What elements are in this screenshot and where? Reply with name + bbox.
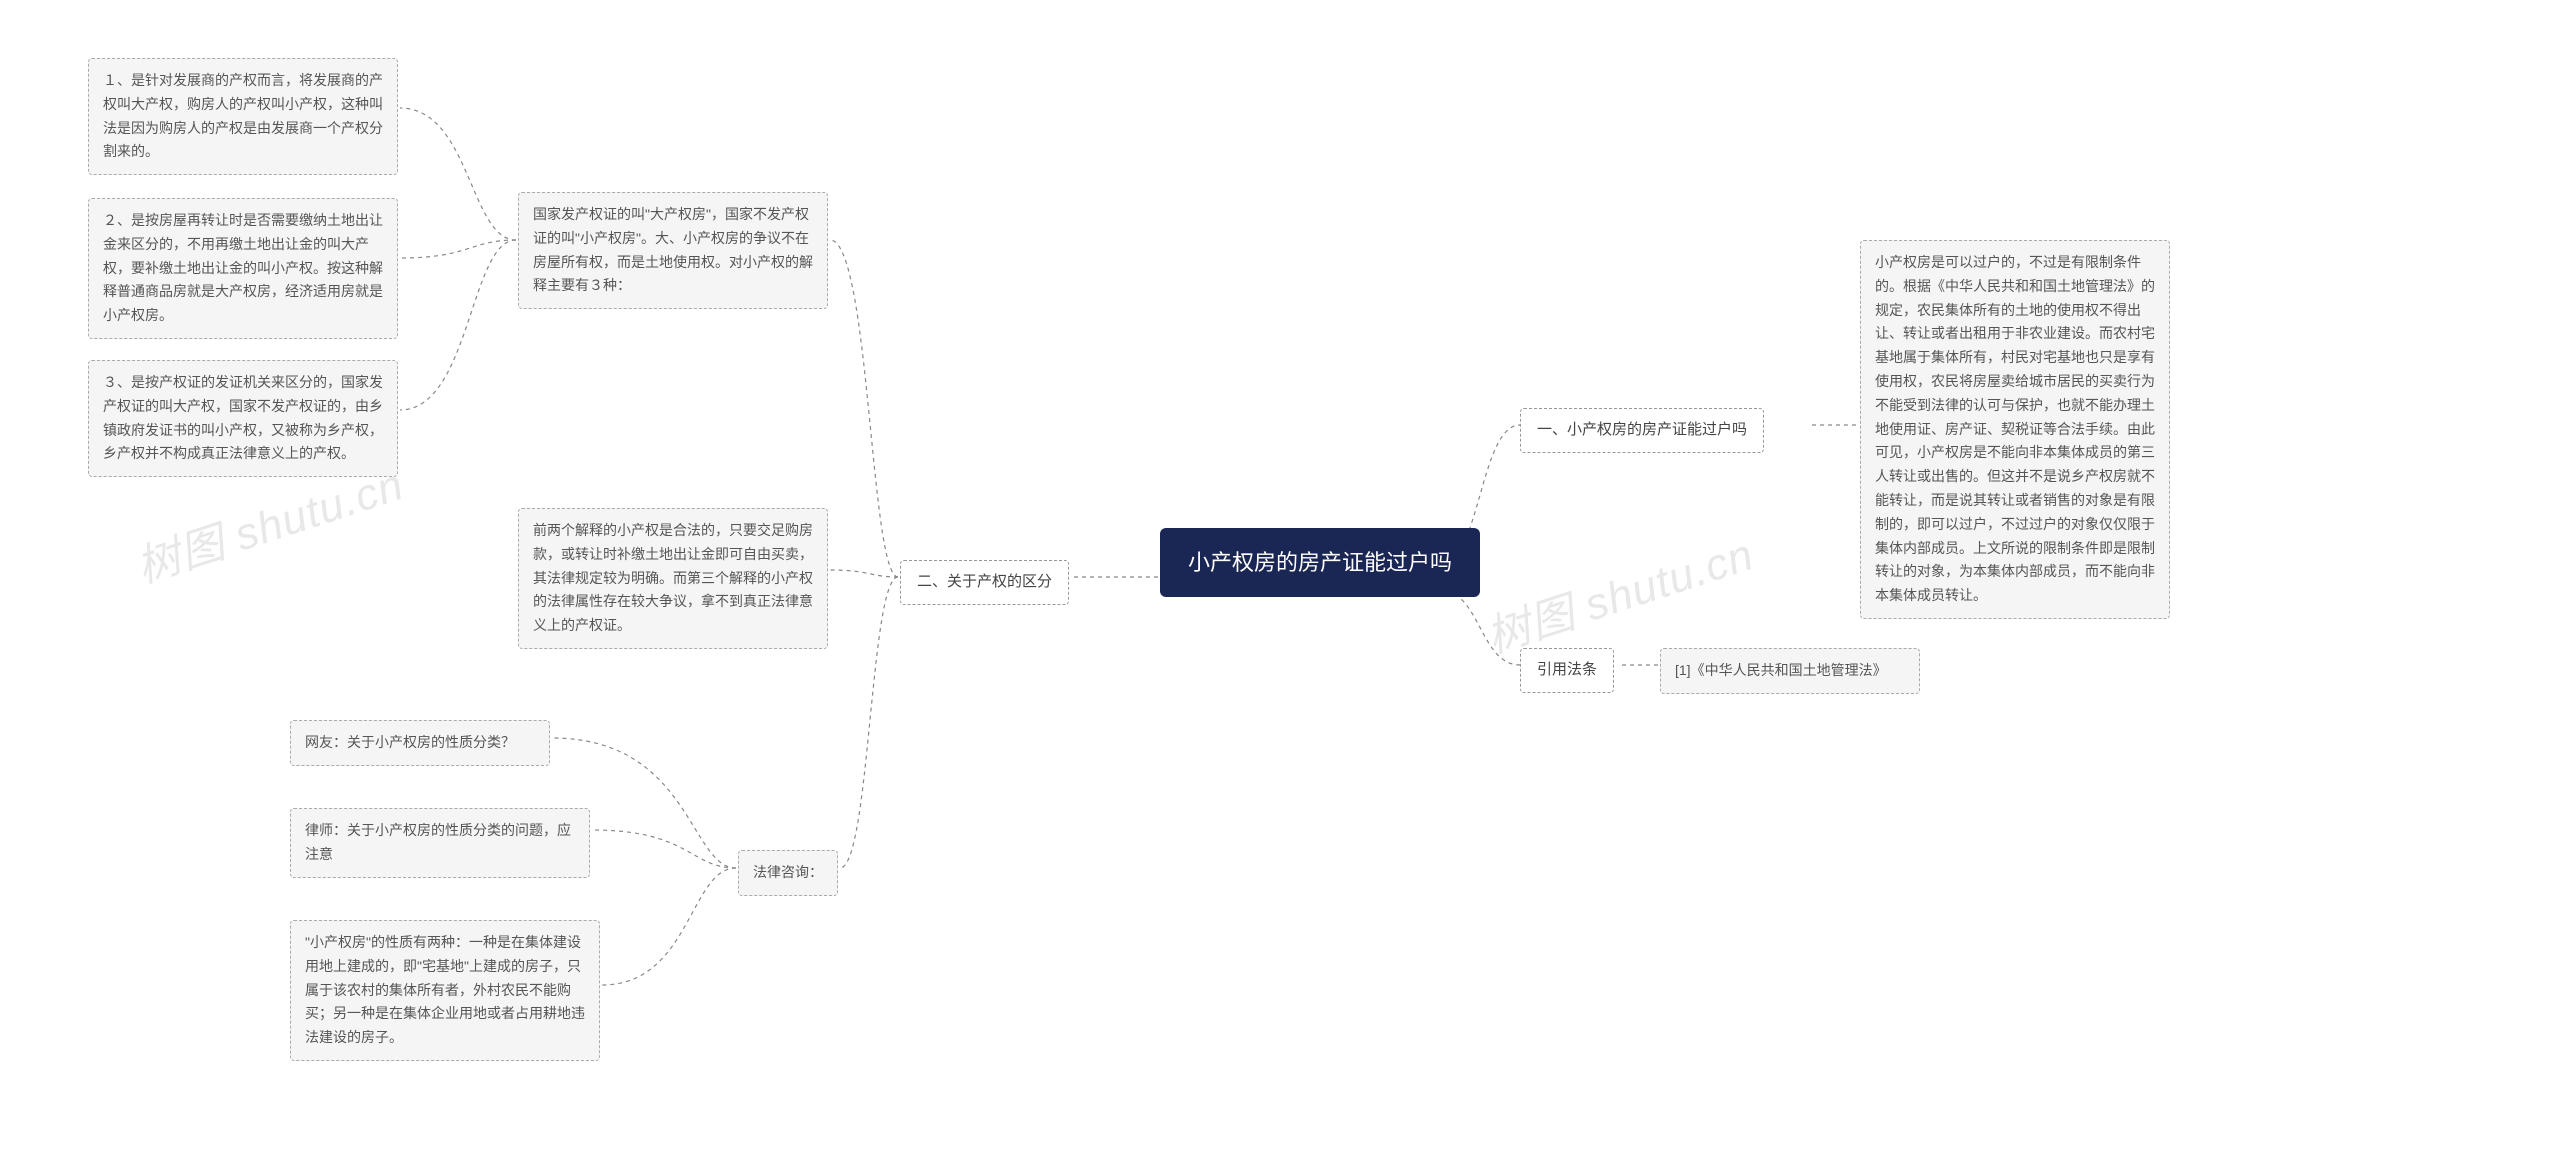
left-child-3-sub-3: "小产权房"的性质有两种：一种是在集体建设用地上建成的，即"宅基地"上建成的房子… [290,920,600,1061]
left-child-2: 前两个解释的小产权是合法的，只要交足购房款，或转让时补缴土地出让金即可自由买卖，… [518,508,828,649]
center-node: 小产权房的房产证能过户吗 [1160,528,1480,597]
left-child-3-sub-1: 网友：关于小产权房的性质分类？ [290,720,550,766]
left-child-1-sub-1: １、是针对发展商的产权而言，将发展商的产权叫大产权，购房人的产权叫小产权，这种叫… [88,58,398,175]
left-child-3: 法律咨询： [738,850,838,896]
leaf-right-1-1: 小产权房是可以过户的，不过是有限制条件的。根据《中华人民共和和国土地管理法》的规… [1860,240,2170,619]
branch-left-1: 二、关于产权的区分 [900,560,1069,605]
branch-right-2: 引用法条 [1520,648,1614,693]
watermark-2: 树图 shutu.cn [1477,519,1761,666]
left-child-3-sub-2: 律师：关于小产权房的性质分类的问题，应注意 [290,808,590,878]
leaf-right-2-1: [1]《中华人民共和国土地管理法》 [1660,648,1920,694]
left-child-1-sub-3: ３、是按产权证的发证机关来区分的，国家发产权证的叫大产权，国家不发产权证的，由乡… [88,360,398,477]
left-child-1: 国家发产权证的叫"大产权房"，国家不发产权证的叫"小产权房"。大、小产权房的争议… [518,192,828,309]
left-child-1-sub-2: ２、是按房屋再转让时是否需要缴纳土地出让金来区分的，不用再缴土地出让金的叫大产权… [88,198,398,339]
branch-right-1: 一、小产权房的房产证能过户吗 [1520,408,1764,453]
